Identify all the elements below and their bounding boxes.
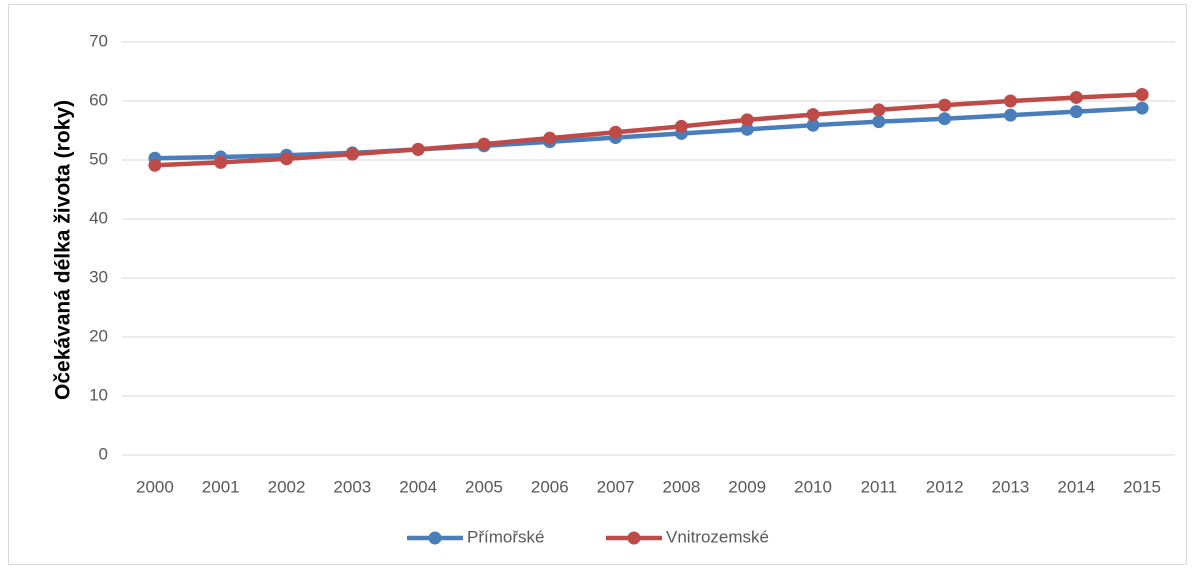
point [872,115,886,129]
point [872,103,886,117]
y-tick-label: 40 [89,208,108,227]
y-tick-label: 20 [89,326,108,345]
point [345,147,359,161]
point [938,112,952,126]
y-axis-label: Očekávaná délka života (roky) [52,100,75,400]
x-tick-label: 2011 [861,477,898,496]
y-tick-label: 50 [89,149,108,168]
x-tick-label: 2013 [992,477,1030,496]
chart-border [8,4,1187,565]
legend-label: Přímořské [467,527,544,546]
series-line [154,92,1143,168]
point [1135,88,1149,102]
x-tick-label: 2014 [1057,477,1095,496]
point [411,142,425,156]
x-tick-label: 2000 [136,477,174,496]
point [280,152,294,166]
point [477,137,491,151]
x-tick-label: 2010 [794,477,832,496]
x-tick-label: 2001 [202,477,240,496]
x-tick-label: 2009 [728,477,766,496]
x-tick-label: 2004 [399,477,437,496]
x-tick-label: 2006 [531,477,569,496]
y-tick-label: 10 [89,385,108,404]
point [1069,90,1083,104]
x-tick-label: 2002 [268,477,306,496]
point [543,131,557,145]
y-tick-label: 0 [99,444,108,463]
point [148,158,162,172]
point [740,122,754,136]
point [1003,108,1017,122]
point [1069,105,1083,119]
x-tick-label: 2003 [333,477,371,496]
legend-label: Vnitrozemské [666,527,769,546]
point [214,155,228,169]
point [806,108,820,122]
x-tick-label: 2008 [662,477,700,496]
y-tick-label: 70 [89,31,108,50]
y-tick-label: 60 [89,90,108,109]
x-tick-label: 2005 [465,477,503,496]
x-tick-label: 2012 [926,477,964,496]
point [806,118,820,132]
y-tick-label: 30 [89,267,108,286]
point [1135,101,1149,115]
series-line [154,105,1143,161]
point [938,98,952,112]
point [740,113,754,127]
x-tick-label: 2015 [1123,477,1161,496]
point [1003,94,1017,108]
legend-marker [428,531,442,545]
point [609,125,623,139]
legend-marker [627,531,641,545]
point [674,119,688,133]
x-tick-label: 2007 [597,477,635,496]
